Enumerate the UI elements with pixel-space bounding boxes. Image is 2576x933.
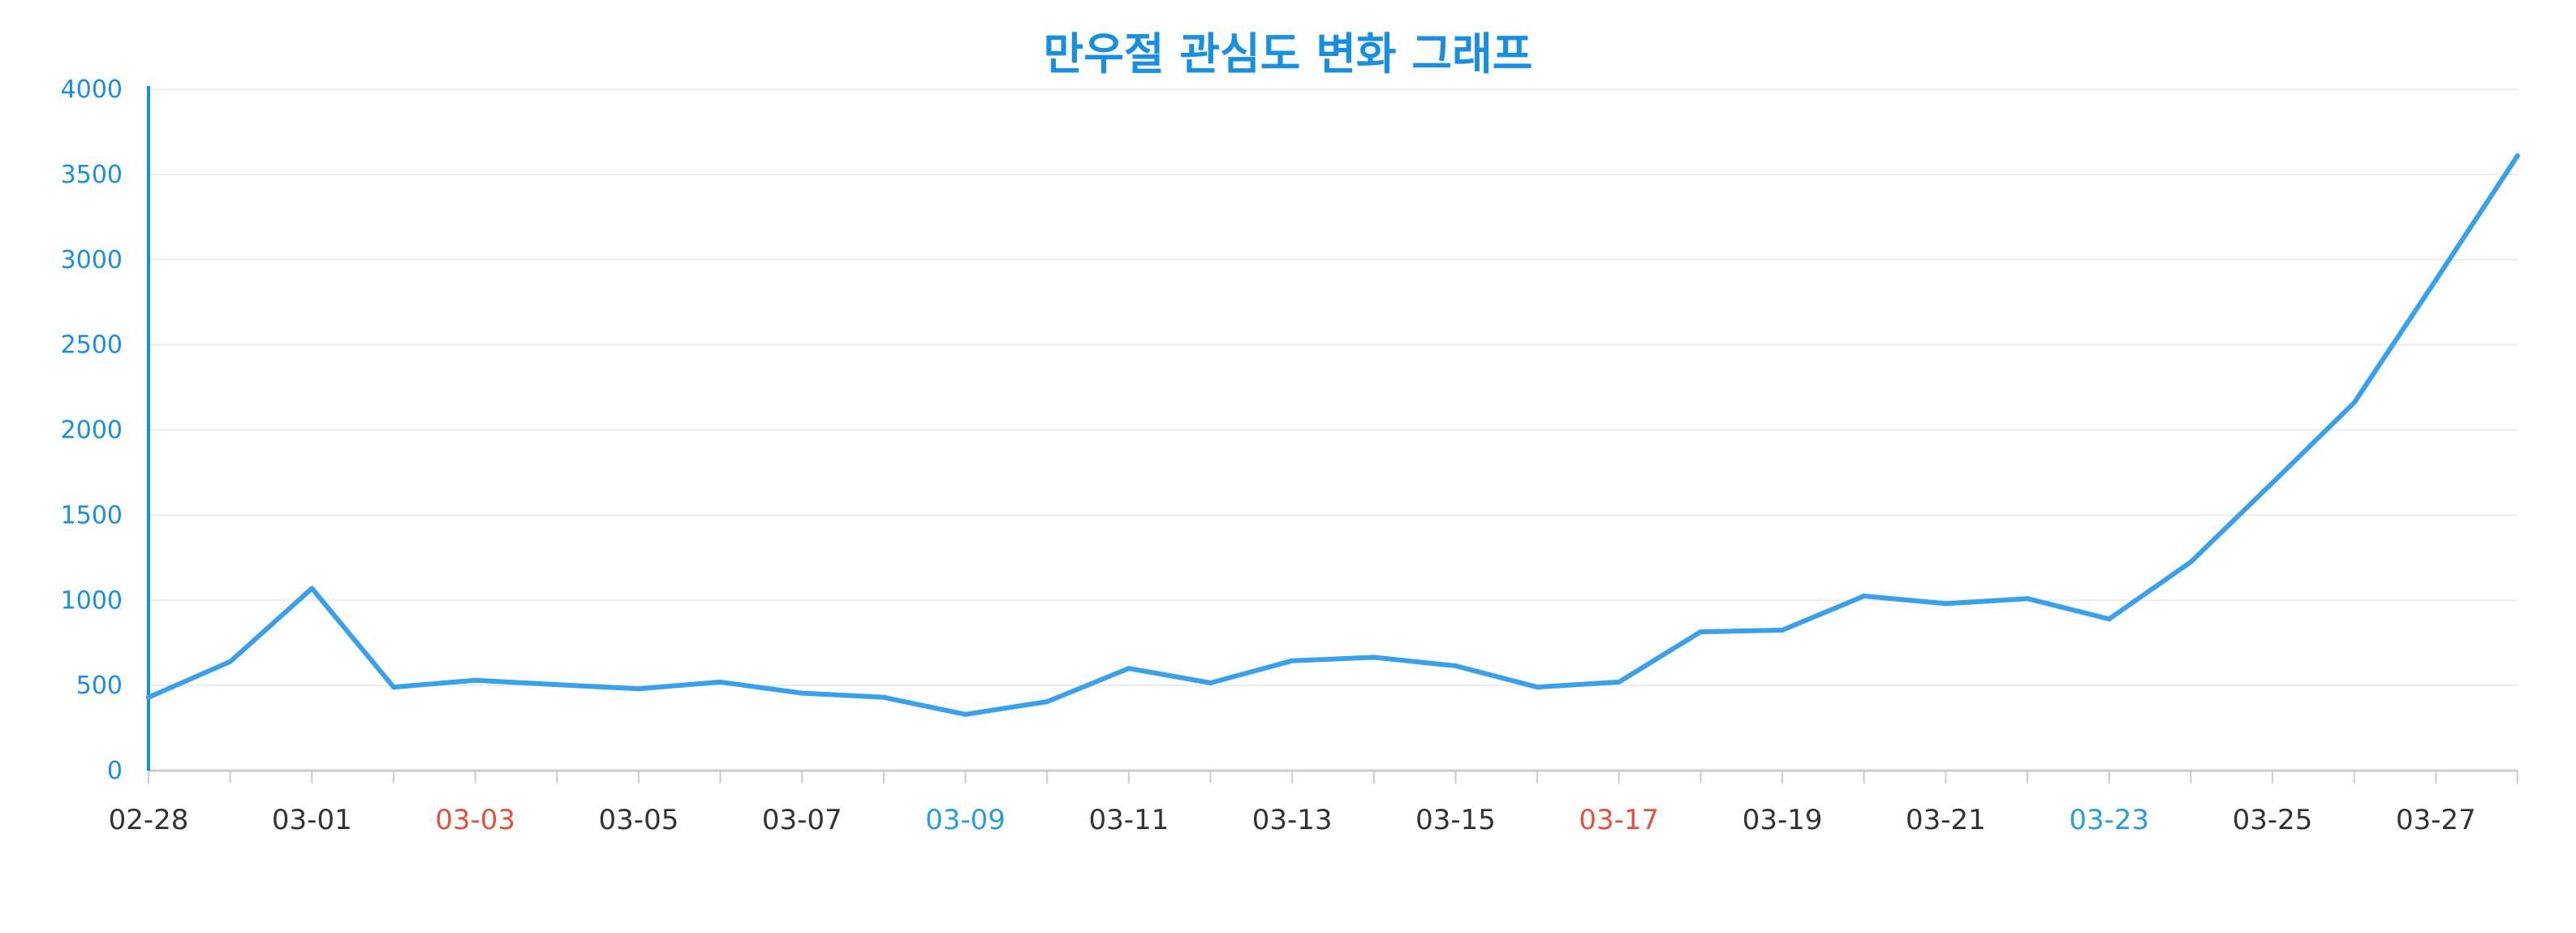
x-tick-label: 02-28	[109, 804, 189, 836]
axes	[147, 86, 2518, 784]
x-tick-label: 03-17	[1579, 804, 1659, 836]
x-tick-label: 03-05	[599, 804, 679, 836]
data-point	[2433, 277, 2439, 283]
data-point	[227, 659, 233, 664]
x-tick-label: 03-09	[925, 804, 1006, 836]
x-tick-label: 03-15	[1415, 804, 1496, 836]
data-point	[1371, 654, 1376, 660]
data-point	[2106, 616, 2112, 622]
series-line	[146, 153, 2520, 717]
y-tick-label: 3500	[61, 161, 123, 189]
data-point	[881, 694, 886, 700]
y-tick-label: 4000	[61, 76, 123, 104]
data-point	[2270, 480, 2276, 486]
data-point	[1453, 663, 1458, 669]
x-tick-label: 03-27	[2396, 804, 2476, 836]
data-point	[309, 585, 315, 591]
data-point	[472, 677, 478, 683]
y-tick-label: 2000	[61, 417, 123, 445]
x-tick-label: 03-03	[435, 804, 515, 836]
data-point	[1780, 627, 1786, 633]
data-point	[390, 685, 396, 690]
data-point	[635, 686, 641, 692]
data-point	[717, 679, 723, 685]
series	[146, 153, 2520, 717]
data-point	[1045, 699, 1050, 705]
x-tick-label: 03-01	[272, 804, 352, 836]
data-point	[1943, 601, 1949, 607]
data-point	[1861, 594, 1867, 599]
data-point	[2515, 153, 2520, 158]
y-tick-label: 2500	[61, 331, 123, 360]
data-point	[799, 690, 805, 696]
x-tick-label: 03-21	[1906, 804, 1986, 836]
y-tick-label: 1500	[61, 501, 123, 529]
data-point	[963, 711, 968, 717]
x-tick-label: 03-23	[2069, 804, 2149, 836]
data-point	[1208, 680, 1213, 685]
data-point	[1535, 685, 1540, 690]
data-point	[1290, 658, 1295, 663]
y-tick-label: 0	[107, 757, 123, 785]
data-point	[146, 694, 151, 700]
y-tick-label: 3000	[61, 246, 123, 274]
data-point	[1698, 629, 1704, 635]
data-point	[1616, 679, 1622, 685]
grid-lines	[149, 89, 2518, 687]
x-tick-label: 03-25	[2233, 804, 2313, 836]
y-tick-label: 1000	[61, 586, 123, 615]
x-tick-label: 03-19	[1742, 804, 1823, 836]
data-point	[2351, 400, 2357, 405]
x-tick-label: 03-13	[1252, 804, 1333, 836]
data-point	[2188, 559, 2194, 565]
data-point	[2025, 596, 2031, 602]
y-tick-labels: 0 500 1000 1500 2000 2500 3000 3500 4000	[61, 76, 123, 785]
x-tick-label: 03-07	[762, 804, 842, 836]
x-tick-labels: 02-28 03-01 03-03 03-05 03-07 03-09 03-11 03-13…	[109, 804, 2476, 836]
x-tick-label: 03-11	[1088, 804, 1169, 836]
data-point	[554, 682, 560, 688]
data-point	[1126, 666, 1131, 672]
chart-title: 만우절 관심도 변화 그래프	[1043, 28, 1533, 80]
y-tick-label: 500	[76, 672, 123, 700]
